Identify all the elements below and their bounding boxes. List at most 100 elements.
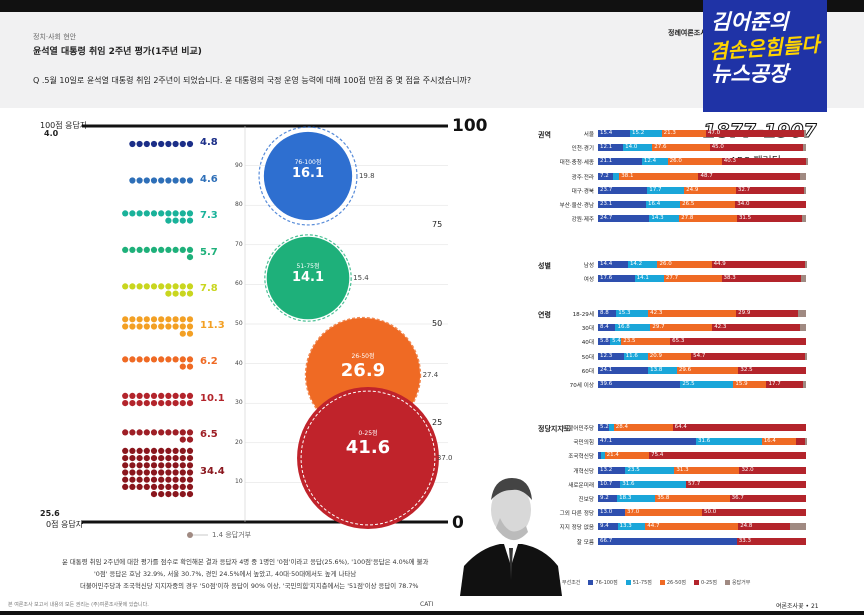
score-dot: [172, 476, 179, 483]
score-dot: [143, 455, 150, 462]
bar-segment: 66.7: [598, 537, 737, 545]
bar-segment: 33.3: [736, 537, 806, 545]
stack-row-label: 잘 모름: [576, 539, 594, 546]
score-dot: [143, 392, 150, 399]
score-dot: [150, 429, 158, 436]
score-dot: [143, 316, 150, 323]
score-dot: [136, 177, 143, 184]
score-dot: [158, 356, 165, 363]
score-dot: [172, 283, 179, 290]
bar-segment: 47.0: [705, 130, 804, 137]
bar-segment: [803, 130, 806, 137]
score-dot: [179, 330, 186, 337]
score-dot: [158, 455, 165, 462]
score-dot: [129, 356, 136, 363]
score-dot: [186, 476, 194, 483]
bar-segment: 15.9: [733, 381, 767, 388]
score-dot: [122, 400, 129, 407]
score-dot: [172, 290, 179, 297]
stack-row-label: 18-29세: [572, 312, 594, 318]
stack-row-label: 개혁신당: [573, 468, 594, 475]
bubble-range: 76-100점: [294, 159, 322, 167]
bar-segment: 24.8: [738, 523, 790, 531]
score-dot: [179, 392, 186, 399]
footer-right: 여론조사꽃 • 21: [776, 603, 819, 610]
prev-year-ring: [258, 126, 358, 226]
stacked-bar: 9.2 18.3 35.8 36.7: [598, 495, 806, 502]
score-row-value: 6.5: [200, 429, 218, 440]
legend-item: 26-50점: [659, 580, 686, 586]
stacked-bar: 21.4 75.4: [598, 452, 806, 460]
bar-segment: 17.6: [598, 275, 635, 283]
bubble-prev-value: 27.4: [422, 371, 439, 379]
bar-segment: 26.0: [667, 158, 722, 166]
bar-segment: 64.4: [672, 424, 806, 431]
score-dot: [179, 177, 186, 184]
score-dot: [143, 140, 150, 148]
score-dot: [186, 363, 194, 370]
bar-segment: [601, 452, 605, 460]
score-dot: [136, 323, 143, 330]
stacked-bar: 21.1 12.4 26.0 40.3: [598, 158, 808, 166]
score-dot: [186, 217, 194, 224]
stack-row-label: 30대: [581, 326, 594, 333]
bar-segment: 13.8: [648, 366, 677, 374]
bar-segment: 27.8: [679, 215, 737, 223]
stacked-bar: 39.6 25.5 15.9 17.7: [598, 381, 806, 388]
stacked-bar: 47.1 31.6 16.4: [598, 438, 807, 446]
bar-segment: 47.1: [598, 438, 696, 446]
top-respondent-label: 100점 응답자: [40, 121, 88, 130]
score-dot: [158, 283, 165, 290]
axis-tick-label: 40: [235, 359, 243, 367]
bar-segment: 11.6: [623, 352, 648, 360]
stacked-bar: 24.7 14.3 27.8 31.5: [598, 215, 806, 223]
stack-row-label: 50대: [581, 354, 594, 361]
score-dot: [158, 392, 165, 399]
score-dot: [143, 210, 150, 217]
bubble-range: 51-75점: [296, 262, 320, 270]
score-dot: [143, 356, 150, 363]
bar-segment: 75.4: [649, 452, 806, 460]
score-dot: [172, 392, 179, 399]
footer: 본 여론조사 보고서 내용의 모든 권리는 (주)여론조사꽃에 있습니다. CA…: [0, 596, 864, 615]
score-dot: [179, 323, 186, 330]
score-dot: [186, 177, 194, 184]
score-dot: [129, 283, 136, 290]
score-dot: [179, 462, 186, 469]
legend-item: 76-100점: [588, 580, 618, 586]
score-dot: [136, 140, 143, 148]
bubble-label: 26-50점 26.9: [323, 351, 403, 381]
score-dot: [136, 392, 143, 399]
score-dot: [165, 217, 172, 224]
score-dot: [129, 400, 136, 407]
score-dot: [129, 483, 136, 490]
score-dot: [150, 246, 158, 253]
score-dot: [186, 246, 194, 253]
top-score-number: 100: [452, 116, 488, 136]
bar-segment: 48.7: [698, 172, 800, 180]
bar-segment: 14.0: [623, 144, 653, 152]
score-row-value: 6.2: [200, 356, 218, 367]
score-dot: [150, 491, 158, 498]
score-dot: [122, 476, 129, 483]
score-dot: [165, 447, 172, 454]
score-dot: [150, 140, 158, 148]
group-label: 성별: [538, 262, 551, 270]
legend-swatch: [659, 580, 665, 585]
bar-segment: [798, 310, 806, 317]
bubble-value: 16.1: [291, 166, 325, 182]
stacked-bar: 13.2 23.5 31.3 32.0: [598, 466, 806, 474]
score-dot: [186, 462, 194, 469]
score-dot: [158, 483, 165, 490]
score-dot: [179, 210, 186, 217]
bar-segment: 45.0: [709, 144, 804, 152]
score-dot: [179, 140, 186, 148]
score-dot: [129, 447, 136, 454]
stack-row-label: 더불어민주당: [563, 426, 594, 432]
bar-segment: 37.0: [625, 509, 702, 517]
score-dot: [150, 447, 158, 454]
stack-row-label: 인천·경기: [571, 146, 594, 153]
score-dot: [172, 323, 179, 330]
bar-segment: 65.3: [670, 338, 806, 346]
score-dot: [165, 316, 172, 323]
